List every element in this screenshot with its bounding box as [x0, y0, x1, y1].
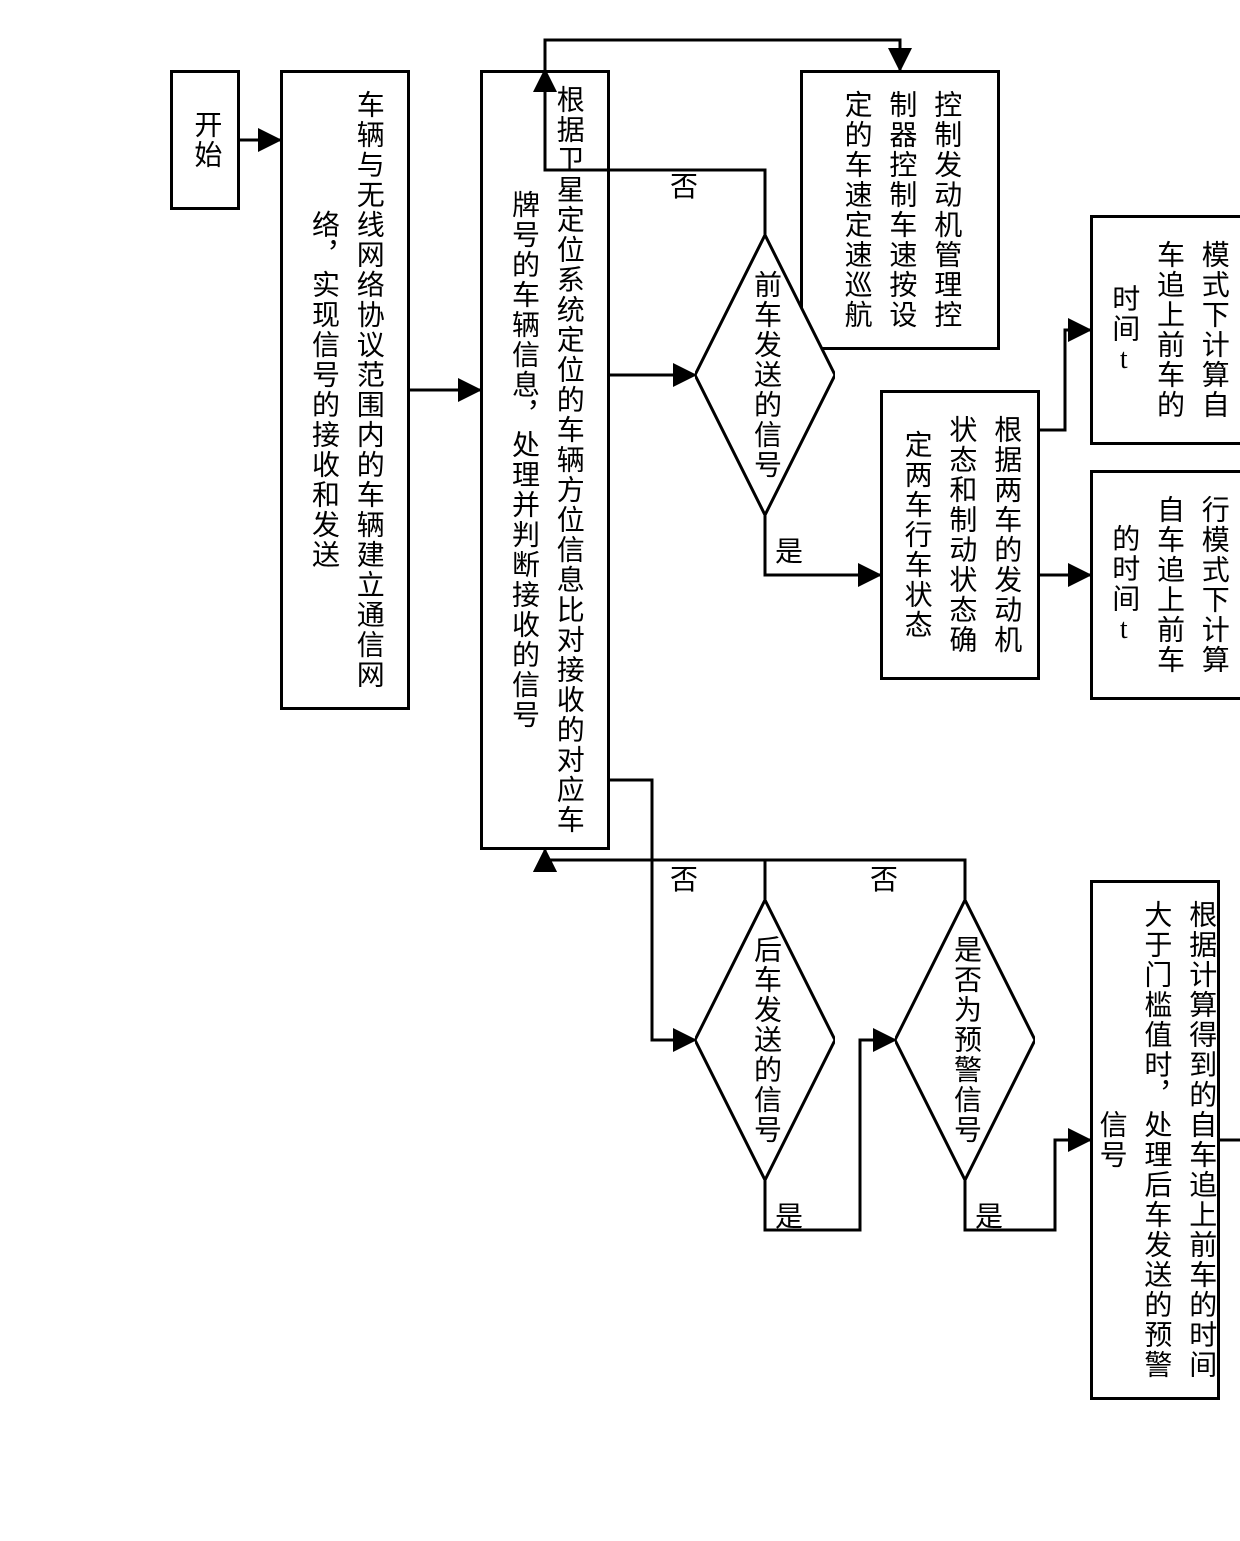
node-state-text: 根据两车的发动机状态和制动状态确定两车行车状态 — [893, 403, 1027, 667]
label-d1-yes: 是 — [775, 530, 803, 570]
node-start: 开始 — [170, 70, 240, 210]
node-handle-rear: 根据计算得到的自车追上前车的时间大于门槛值时，处理后车发送的预警信号 — [1090, 880, 1220, 1400]
node-process-signal-text: 根据卫星定位系统定位的车辆方位信息比对接收的对应车牌号的车辆信息，处理并判断接收… — [500, 83, 590, 837]
decision-is-warning-text: 是否为预警信号 — [944, 935, 986, 1145]
decision-is-warning: 是否为预警信号 — [895, 900, 1035, 1180]
node-t-const-text: 两车匀速运行模式下计算自车追上前车的时间t — [1100, 228, 1240, 432]
node-t-var: 两车匀变速运行模式下计算自车追上前车的时间t — [1090, 470, 1240, 700]
label-d2-no: 否 — [670, 858, 698, 898]
edges-layer — [0, 0, 1240, 1541]
decision-front-signal-text: 前车发送的信号 — [744, 270, 786, 480]
decision-front-signal: 前车发送的信号 — [695, 235, 835, 515]
label-d1-no: 否 — [670, 165, 698, 205]
node-start-text: 开始 — [183, 110, 228, 170]
label-d3-yes: 是 — [975, 1195, 1003, 1235]
node-t-var-text: 两车匀变速运行模式下计算自车追上前车的时间t — [1100, 483, 1240, 687]
decision-rear-signal-text: 后车发送的信号 — [744, 935, 786, 1145]
node-establish-network: 车辆与无线网络协议范围内的车辆建立通信网络，实现信号的接收和发送 — [280, 70, 410, 710]
node-cruise-text: 控制发动机管理控制器控制车速按设定的车速定速巡航 — [833, 83, 967, 337]
node-t-const: 两车匀速运行模式下计算自车追上前车的时间t — [1090, 215, 1240, 445]
node-establish-network-text: 车辆与无线网络协议范围内的车辆建立通信网络，实现信号的接收和发送 — [300, 83, 390, 697]
node-process-signal: 根据卫星定位系统定位的车辆方位信息比对接收的对应车牌号的车辆信息，处理并判断接收… — [480, 70, 610, 850]
label-d3-no: 否 — [870, 858, 898, 898]
decision-rear-signal: 后车发送的信号 — [695, 900, 835, 1180]
node-handle-rear-text: 根据计算得到的自车追上前车的时间大于门槛值时，处理后车发送的预警信号 — [1088, 893, 1222, 1387]
label-d2-yes: 是 — [775, 1195, 803, 1235]
node-state: 根据两车的发动机状态和制动状态确定两车行车状态 — [880, 390, 1040, 680]
